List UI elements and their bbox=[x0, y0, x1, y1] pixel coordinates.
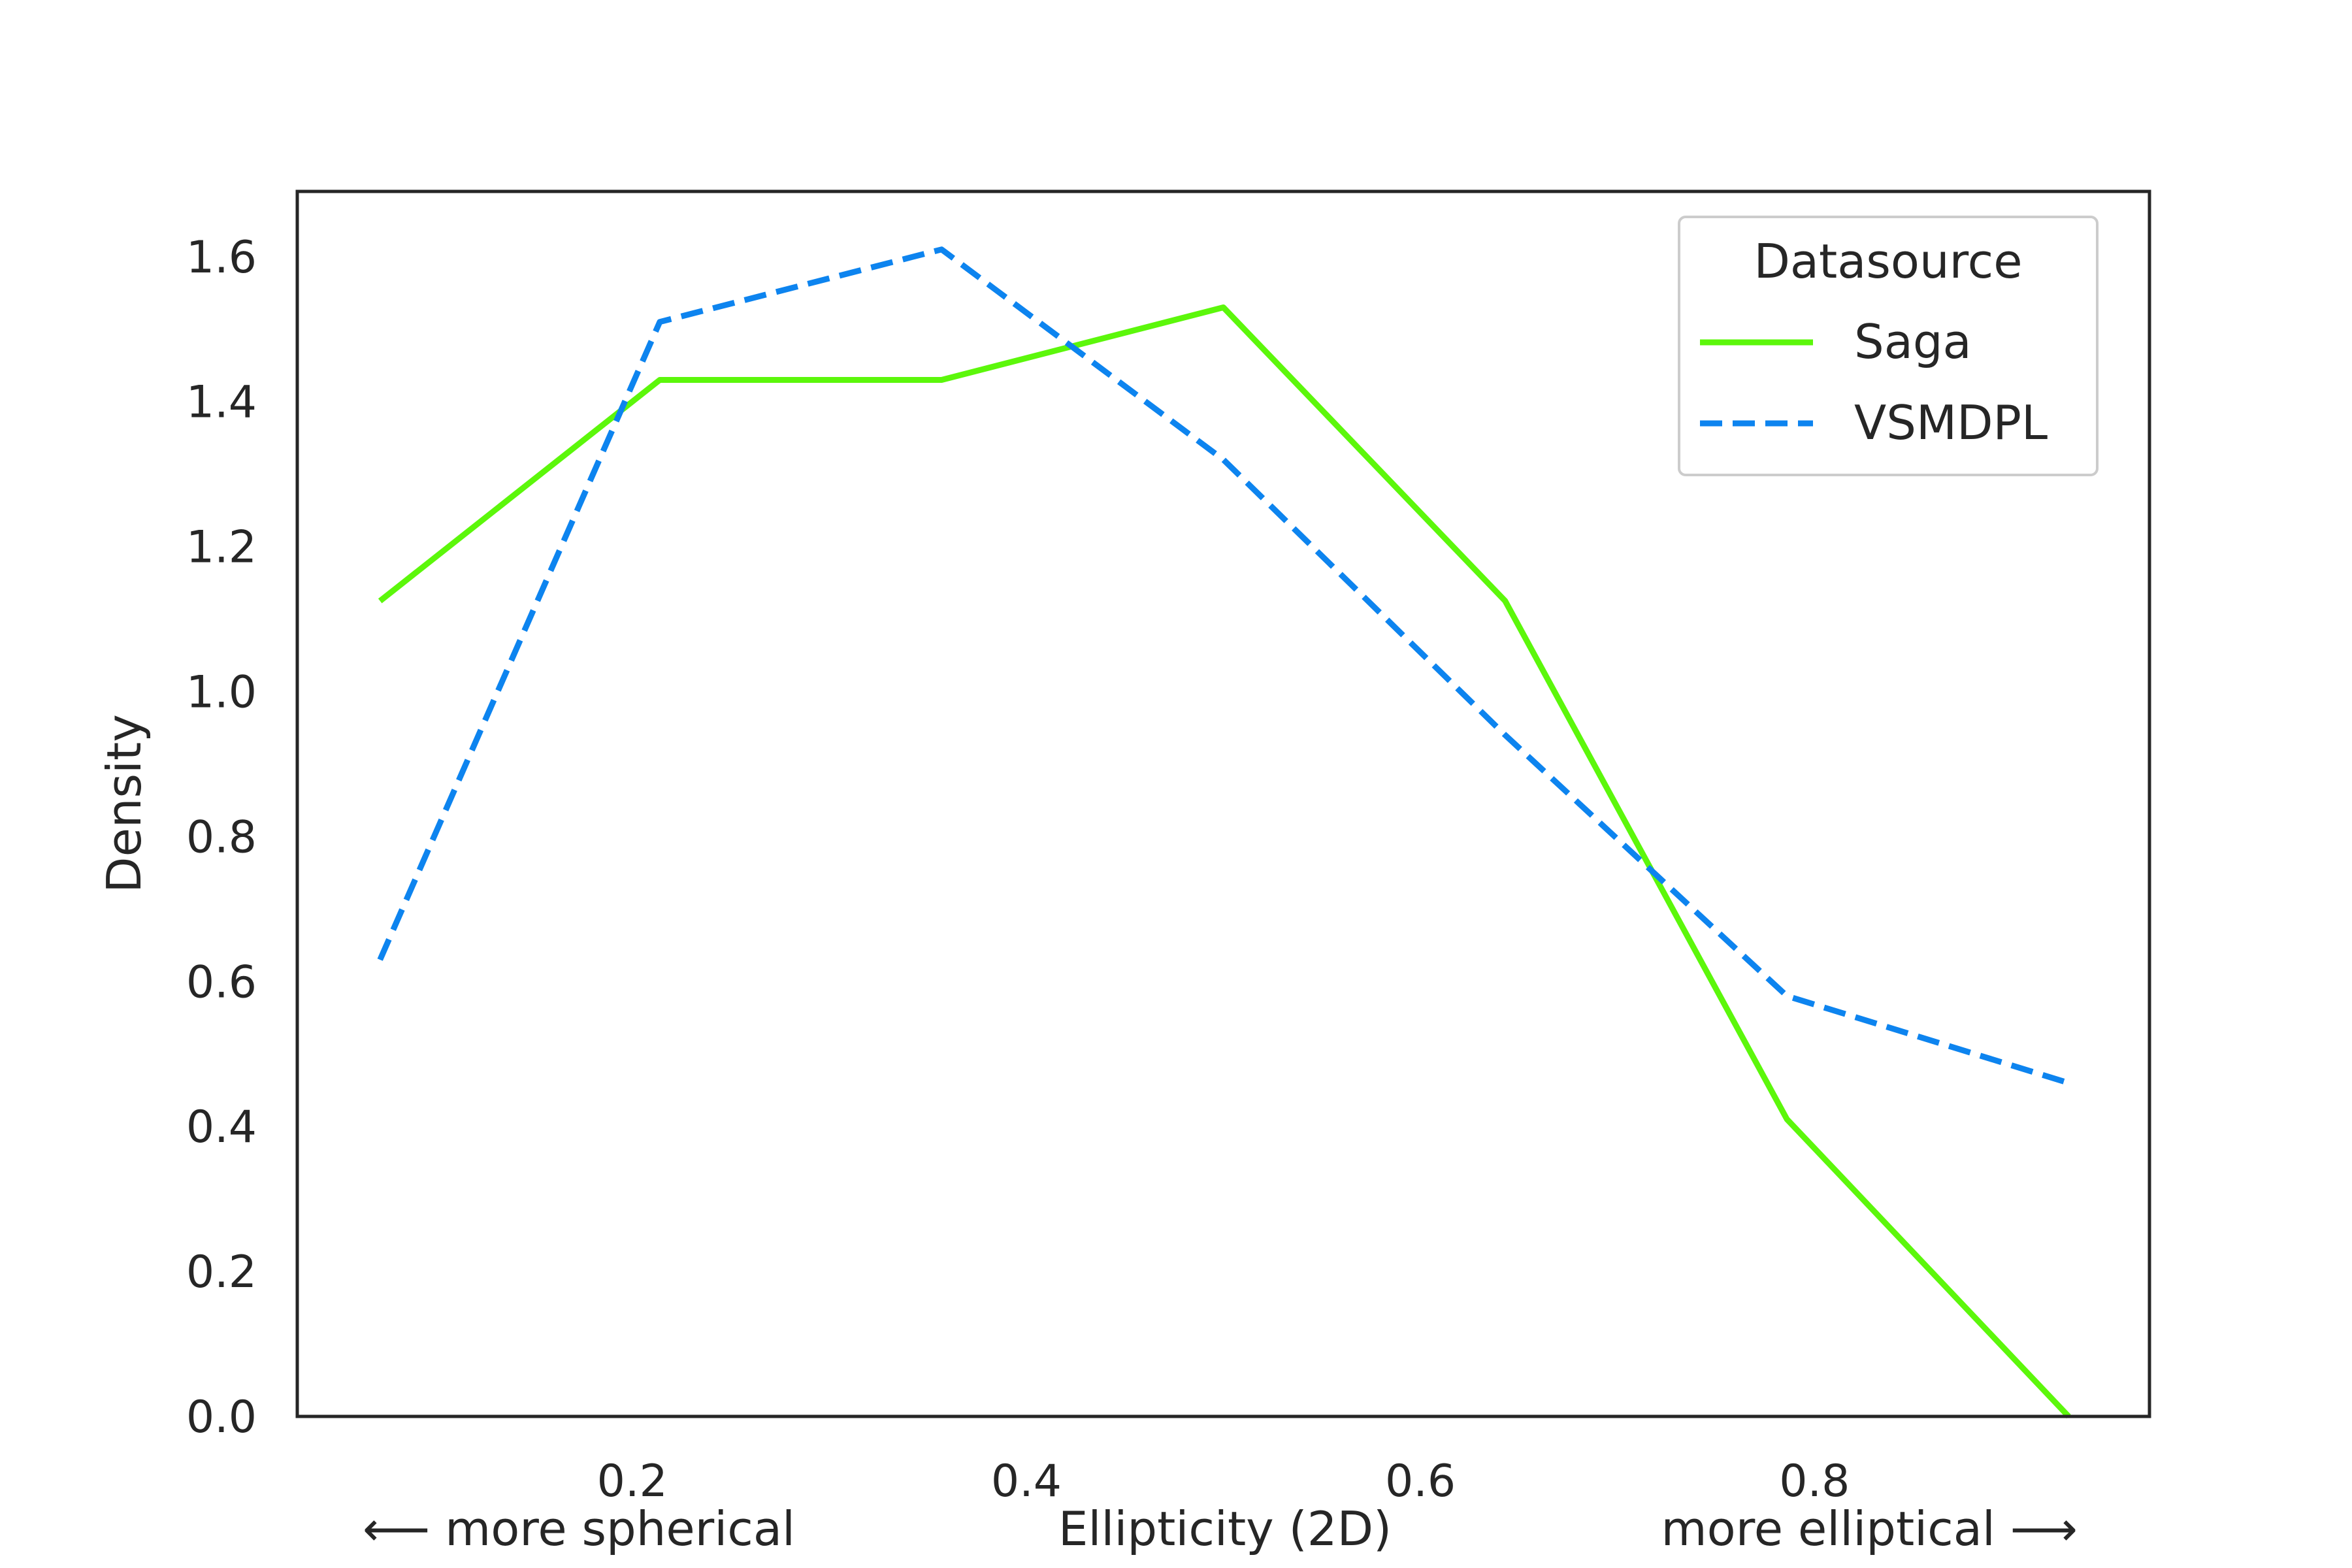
y-axis-ticks: 0.0 0.2 0.4 0.6 0.8 1.0 1.2 1.4 1.6 bbox=[186, 232, 257, 1443]
y-tick-label: 1.0 bbox=[186, 667, 257, 719]
series-line-saga bbox=[378, 304, 2071, 1419]
y-tick-label: 1.4 bbox=[186, 377, 257, 429]
x-axis-note-more-spherical: ⟵ more spherical bbox=[363, 1501, 795, 1556]
y-tick-label: 1.6 bbox=[186, 232, 257, 284]
legend: Datasource Saga VSMDPL bbox=[1678, 216, 2099, 476]
x-tick-label: 0.2 bbox=[597, 1456, 668, 1507]
legend-title: Datasource bbox=[1754, 234, 2022, 289]
y-tick-label: 0.6 bbox=[186, 956, 257, 1008]
legend-label-vsmdpl: VSMDPL bbox=[1854, 395, 2048, 450]
x-axis-label: Ellipticity (2D) bbox=[1058, 1501, 1392, 1556]
legend-label-saga: Saga bbox=[1854, 314, 1972, 369]
x-tick-label: 0.4 bbox=[991, 1456, 1062, 1507]
y-tick-label: 0.4 bbox=[186, 1102, 257, 1153]
x-tick-label: 0.8 bbox=[1779, 1456, 1850, 1507]
x-axis-note-more-elliptical: more elliptical ⟶ bbox=[1661, 1501, 2078, 1556]
y-tick-label: 0.2 bbox=[186, 1247, 257, 1298]
y-tick-label: 1.2 bbox=[186, 522, 257, 574]
plot-frame bbox=[295, 189, 2151, 1418]
series-line-vsmdpl bbox=[377, 246, 2070, 1086]
y-axis-label: Density bbox=[97, 714, 152, 893]
y-tick-label: 0.8 bbox=[186, 811, 257, 863]
plot-marks bbox=[377, 246, 2071, 1419]
y-tick-label: 0.0 bbox=[186, 1392, 257, 1443]
legend-box bbox=[1678, 216, 2099, 476]
x-tick-label: 0.6 bbox=[1385, 1456, 1456, 1507]
x-axis-ticks: 0.2 0.4 0.6 0.8 bbox=[597, 1456, 1850, 1507]
